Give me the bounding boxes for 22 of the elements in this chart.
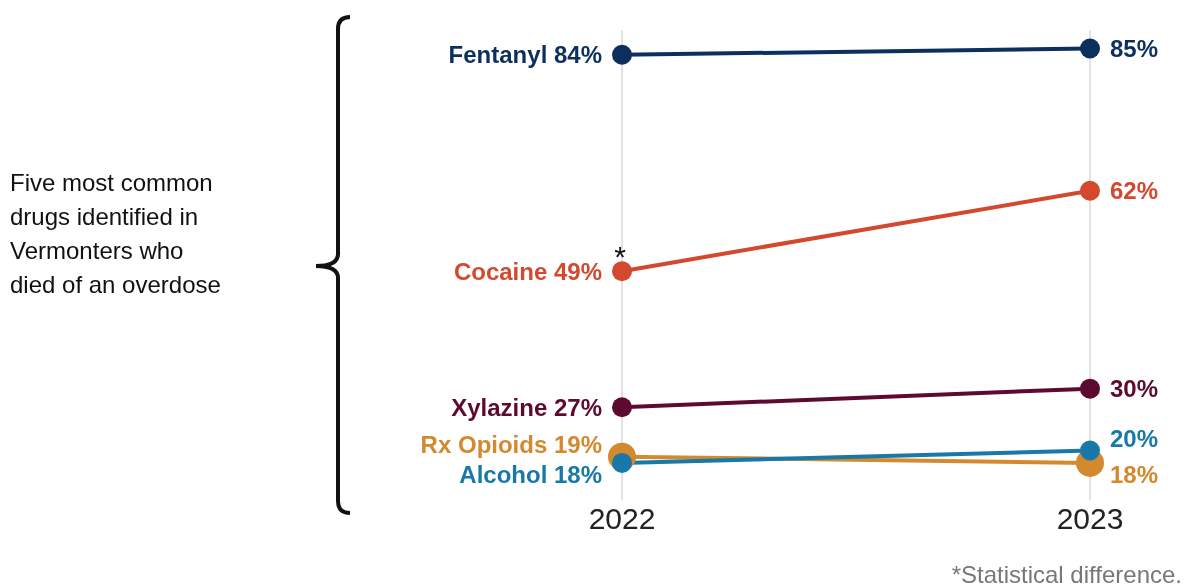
x-tick-label: 2023 xyxy=(1056,502,1124,536)
text: Xylazine 27% xyxy=(451,393,602,421)
point xyxy=(1080,180,1100,201)
annotation: * xyxy=(614,240,627,274)
text: Cocaine 49% xyxy=(453,257,602,285)
text: Fentanyl 84% xyxy=(448,41,602,69)
point xyxy=(1080,378,1100,399)
data-label: 18% xyxy=(1110,461,1159,489)
data-label: 20% xyxy=(1110,424,1159,452)
x-tick-label: 2022 xyxy=(588,502,656,536)
data-label: 30% xyxy=(1110,375,1159,403)
point xyxy=(1080,440,1100,461)
point xyxy=(612,261,632,282)
data-label: 62% xyxy=(1110,177,1159,205)
data-label: 85% xyxy=(1110,34,1159,62)
point xyxy=(612,44,632,65)
text: Rx Opioids 19% xyxy=(420,431,602,459)
text: *Statistical difference. xyxy=(951,561,1182,587)
text: Alcohol 18% xyxy=(459,461,602,489)
text: Five most common drugs identified in Vermonters who died of an overdose xyxy=(10,168,222,300)
point xyxy=(1080,38,1100,59)
point xyxy=(612,397,632,418)
